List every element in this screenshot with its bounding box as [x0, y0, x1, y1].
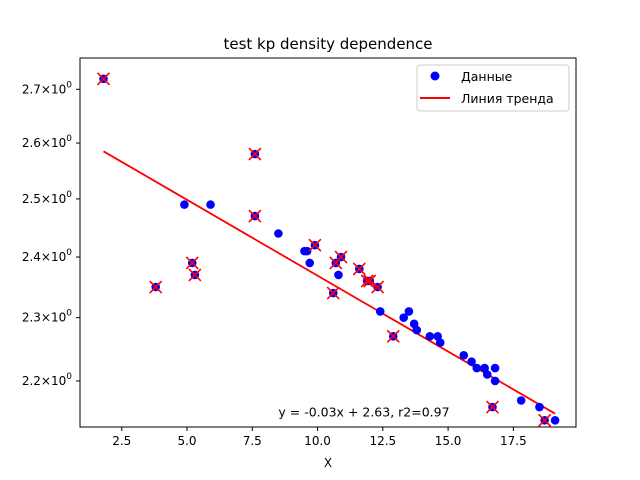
data-point — [334, 270, 343, 280]
x-tick-label: 7.5 — [243, 434, 262, 448]
y-tick-label: 2.2×100 — [22, 372, 72, 388]
outlier-marker — [363, 274, 377, 288]
outlier-marker — [188, 268, 202, 282]
x-tick-label: 15.0 — [435, 434, 462, 448]
legend-marker-data — [430, 71, 440, 81]
data-point — [550, 416, 560, 425]
data-point — [404, 307, 414, 316]
outlier-marker — [538, 413, 552, 427]
outlier-marker — [371, 280, 385, 294]
plot-frame — [79, 57, 577, 428]
x-tick-label: 12.5 — [369, 434, 396, 448]
data-point — [435, 338, 445, 347]
data-point — [412, 325, 422, 335]
x-tick-label: 2.5 — [112, 434, 131, 448]
x-tick-label: 5.0 — [177, 434, 196, 448]
legend: Данные Линия тренда — [416, 64, 570, 112]
outlier-marker — [185, 256, 199, 270]
y-tick-label: 2.6×100 — [22, 134, 72, 150]
data-point — [180, 200, 189, 209]
data-point — [425, 332, 435, 341]
data-point — [535, 402, 544, 412]
data-point — [472, 363, 482, 373]
data-point — [490, 363, 500, 373]
outlier-marker — [248, 209, 262, 223]
outlier-marker — [360, 274, 374, 288]
y-tick-label: 2.5×100 — [22, 190, 72, 206]
data-point — [302, 246, 312, 256]
data-point — [399, 313, 409, 322]
data-point — [274, 229, 283, 238]
legend-label-data: Данные — [461, 69, 513, 84]
x-axis-label: X — [324, 456, 332, 470]
y-tick-label: 2.3×100 — [22, 309, 72, 325]
data-point — [305, 258, 315, 268]
outlier-marker — [149, 280, 163, 294]
y-tick-label: 2.7×100 — [22, 80, 72, 96]
data-point — [482, 370, 492, 379]
outlier-marker — [248, 147, 262, 161]
x-tick-label: 10.0 — [304, 434, 331, 448]
outlier-marker — [326, 286, 340, 300]
legend-box — [416, 64, 570, 112]
outlier-marker — [334, 250, 348, 264]
data-point — [206, 200, 215, 209]
legend-label-trend: Линия тренда — [461, 91, 554, 106]
outlier-marker — [96, 72, 111, 86]
data-point — [467, 357, 476, 366]
chart-title: test kp density dependence — [223, 35, 432, 53]
data-point — [459, 350, 469, 360]
trend-annotation: y = -0.03x + 2.63, r2=0.97 — [278, 404, 449, 419]
outlier-marker — [386, 329, 400, 343]
outlier-marker — [308, 238, 322, 252]
outlier-marker — [485, 400, 500, 414]
data-point — [516, 396, 526, 405]
data-point — [375, 307, 385, 316]
outlier-marker — [352, 262, 366, 276]
y-tick-label: 2.4×100 — [22, 248, 72, 264]
data-point — [480, 363, 489, 373]
x-tick-label: 17.5 — [500, 434, 527, 448]
data-point — [490, 376, 500, 386]
